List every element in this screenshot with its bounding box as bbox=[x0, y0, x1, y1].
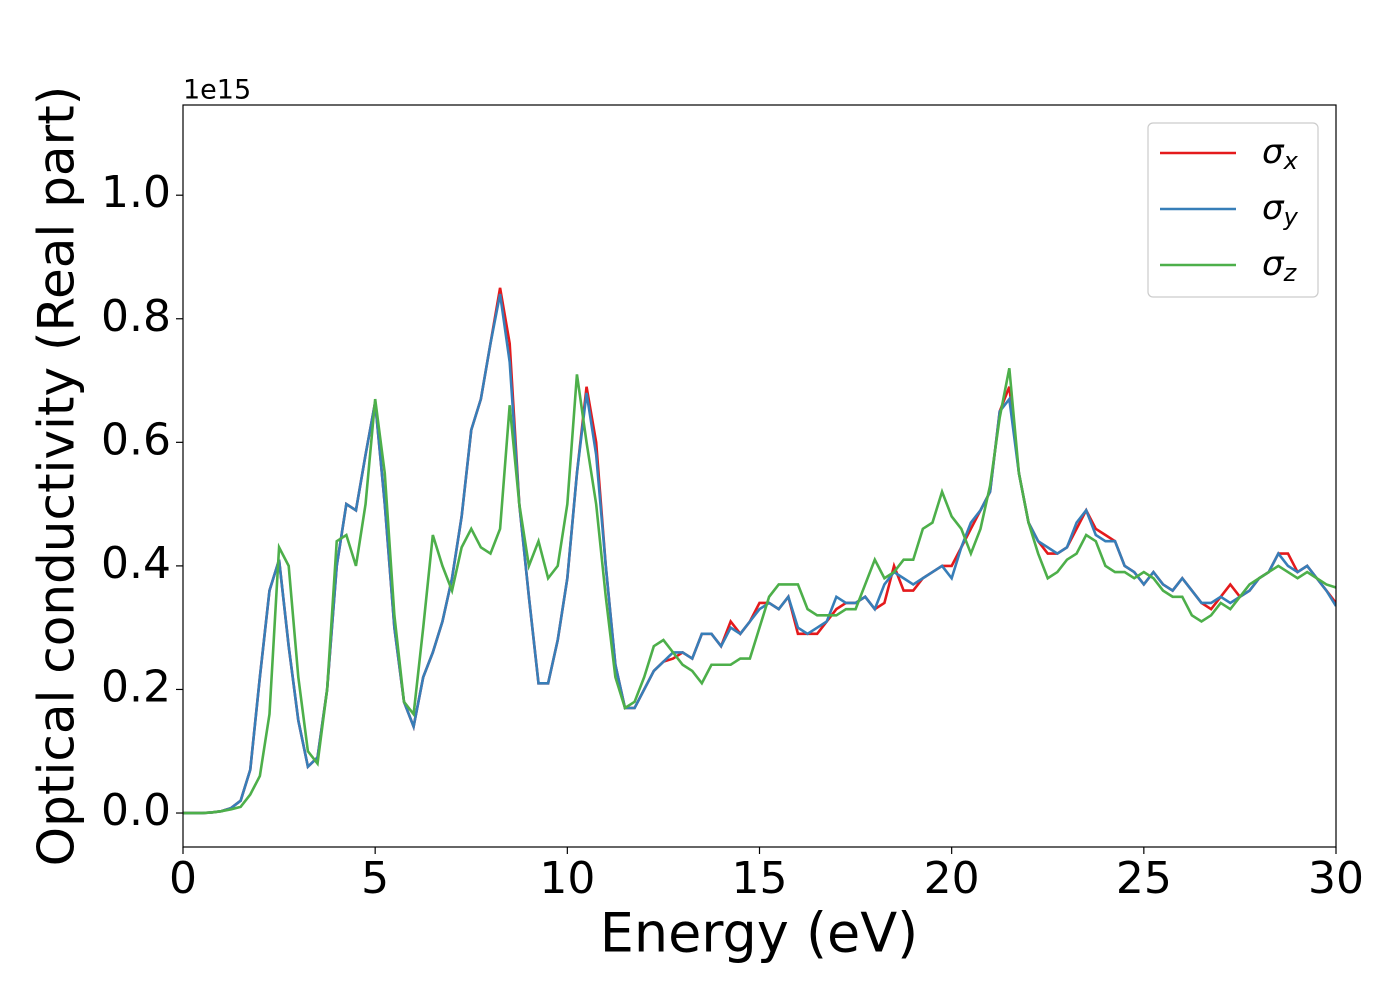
y-tick-label: 0.0 bbox=[101, 785, 171, 836]
legend-label: σy bbox=[1262, 188, 1299, 232]
y-tick-label: 0.4 bbox=[101, 538, 171, 589]
y-tick-label: 0.8 bbox=[101, 291, 171, 342]
y-offset-label: 1e15 bbox=[183, 75, 251, 106]
plot-frame bbox=[182, 104, 1337, 848]
x-tick-label: 25 bbox=[1116, 853, 1172, 904]
y-tick-label: 0.2 bbox=[101, 661, 171, 712]
series-line bbox=[183, 367, 1336, 815]
x-tick-label: 5 bbox=[361, 853, 389, 904]
y-tick-label: 1.0 bbox=[101, 167, 171, 218]
x-tick-label: 15 bbox=[732, 853, 788, 904]
x-tick-label: 20 bbox=[924, 853, 980, 904]
y-tick-label: 0.6 bbox=[101, 414, 171, 465]
legend-label: σz bbox=[1262, 244, 1298, 288]
y-axis-label: Optical conductivity (Real part) bbox=[28, 86, 86, 867]
legend-label: σx bbox=[1262, 132, 1299, 176]
x-tick-label: 30 bbox=[1308, 853, 1364, 904]
x-tick-label: 10 bbox=[539, 853, 595, 904]
x-axis-label: Energy (eV) bbox=[600, 902, 919, 965]
x-tick-label: 0 bbox=[169, 853, 197, 904]
